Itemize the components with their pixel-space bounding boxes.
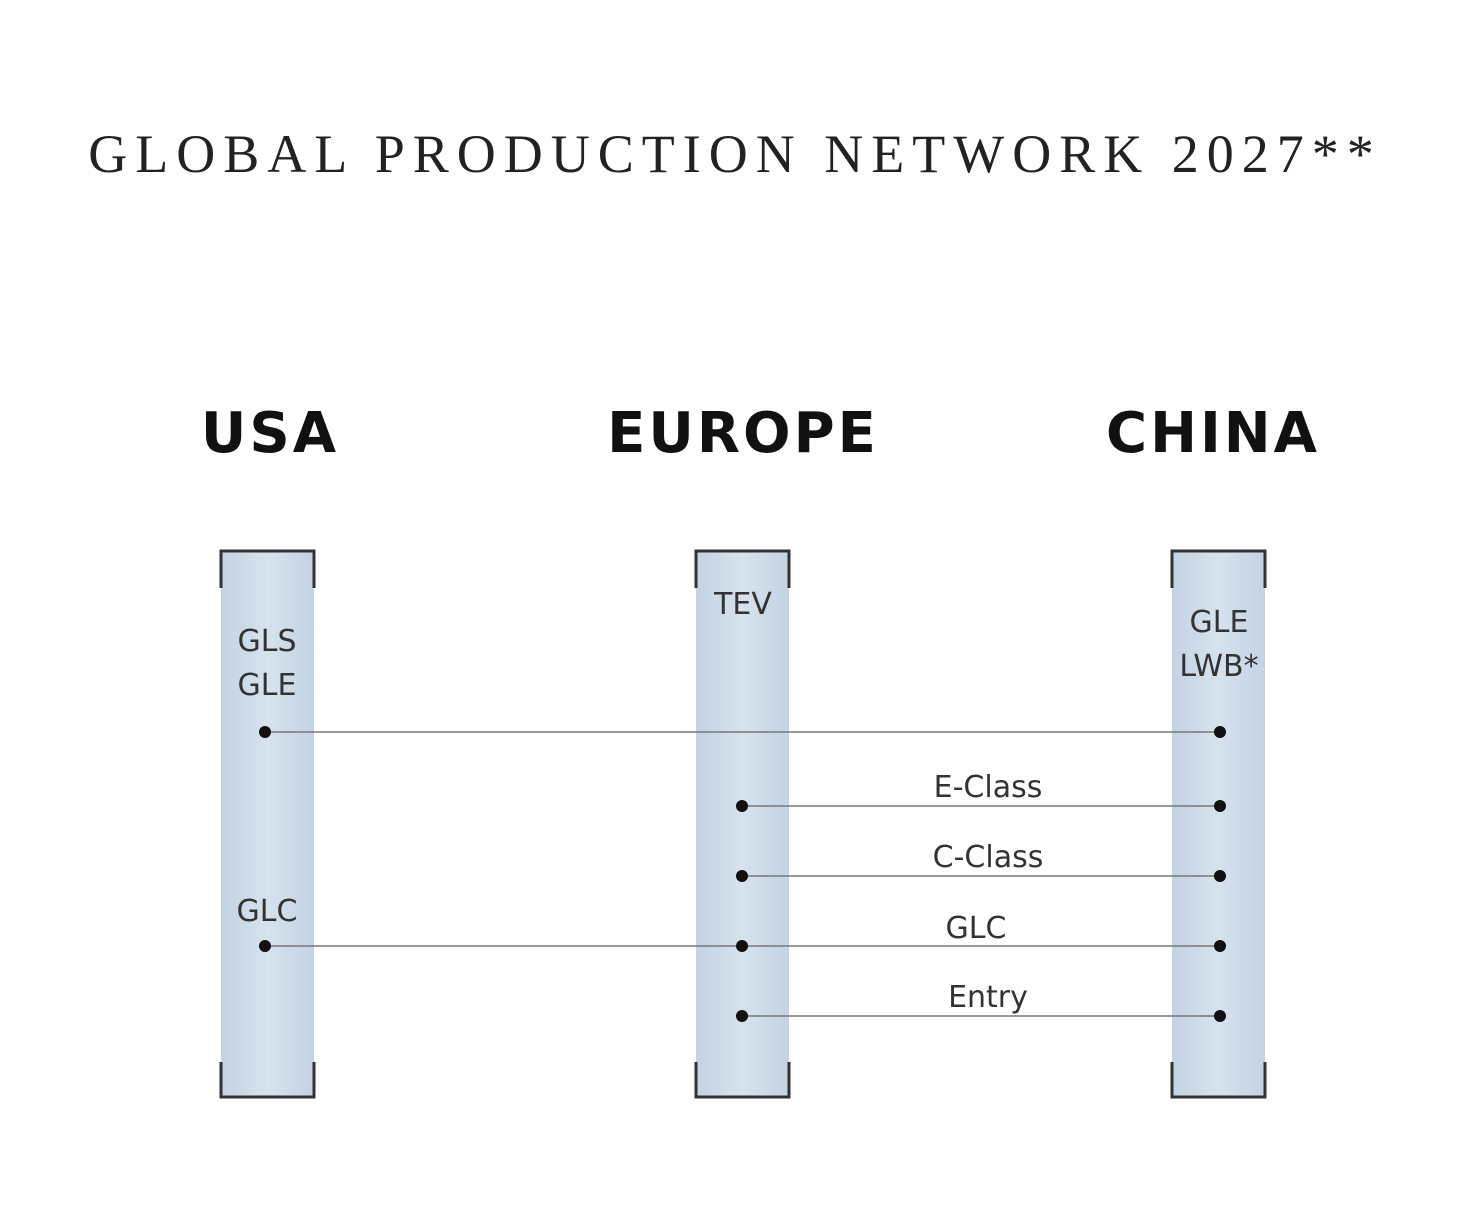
link-label: Entry	[948, 980, 1028, 1015]
column-header: CHINA	[1106, 401, 1320, 466]
link-label: E-Class	[934, 770, 1043, 805]
model-label: GLS	[237, 624, 296, 659]
model-label: TEV	[713, 587, 772, 622]
model-label: GLE	[1190, 605, 1249, 640]
links	[259, 726, 1226, 1022]
dot	[1214, 726, 1226, 738]
bracket	[1170, 549, 1267, 1099]
dot	[736, 800, 748, 812]
column-bar	[221, 551, 314, 1097]
dot	[259, 940, 271, 952]
title: GLOBAL PRODUCTION NETWORK 2027**	[88, 124, 1381, 184]
link-label: GLC	[946, 911, 1007, 946]
column-bar	[1172, 551, 1265, 1097]
dot	[1214, 1010, 1226, 1022]
column-header: USA	[201, 401, 339, 466]
dot	[736, 940, 748, 952]
dot	[1214, 870, 1226, 882]
dot	[259, 726, 271, 738]
model-label: GLE	[238, 668, 297, 703]
column-bar	[696, 551, 789, 1097]
model-label: LWB*	[1179, 649, 1258, 684]
dot	[736, 870, 748, 882]
column-header: EUROPE	[607, 401, 879, 466]
bracket	[219, 549, 316, 1099]
bars	[219, 549, 1267, 1099]
dot	[1214, 940, 1226, 952]
model-label: GLC	[237, 894, 298, 929]
dot	[1214, 800, 1226, 812]
dot	[736, 1010, 748, 1022]
bracket	[694, 549, 791, 1099]
link-label: C-Class	[933, 840, 1044, 875]
